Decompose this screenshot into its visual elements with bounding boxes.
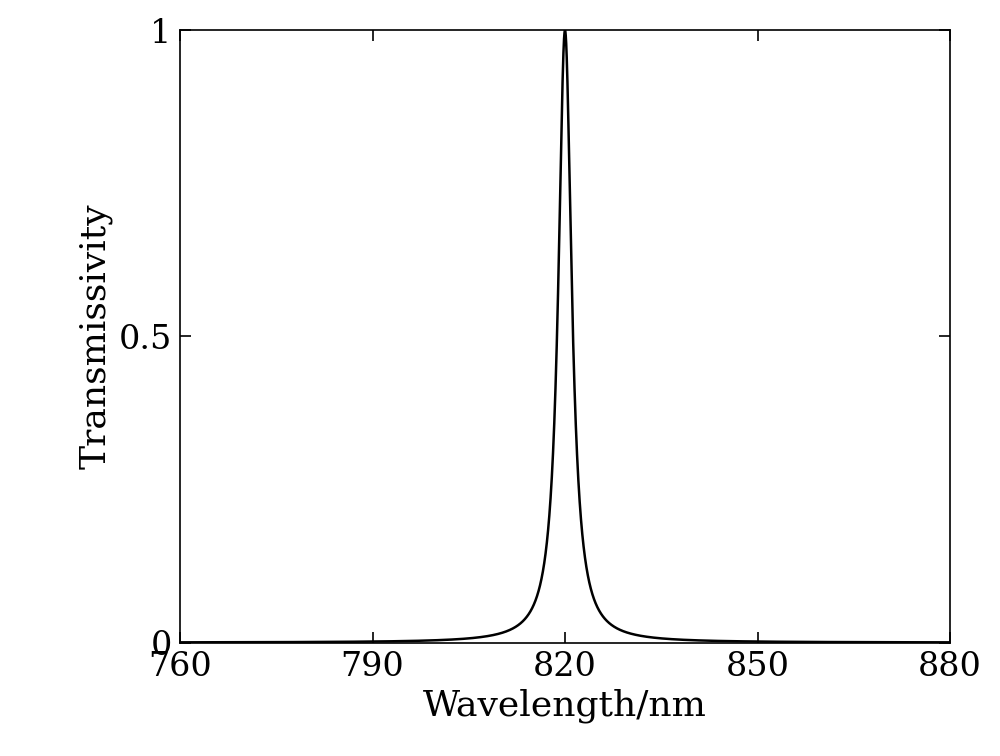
Y-axis label: Transmissivity: Transmissivity bbox=[79, 203, 113, 469]
X-axis label: Wavelength/nm: Wavelength/nm bbox=[423, 689, 707, 723]
